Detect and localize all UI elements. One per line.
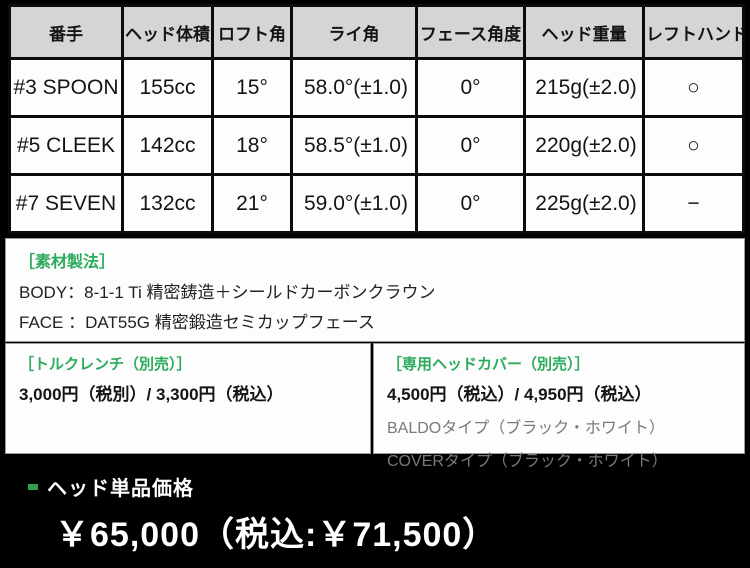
footer-label-row: ヘッド単品価格: [28, 472, 750, 501]
price-footer: ヘッド単品価格 ￥65,000（税込:￥71,500）: [0, 454, 750, 556]
header-lie-angle: ライ角: [290, 4, 418, 60]
header-head-volume: ヘッド体積: [121, 4, 214, 60]
cell-left-hand: −: [642, 173, 745, 234]
green-dash-icon: [28, 483, 38, 490]
header-loft-angle: ロフト角: [211, 4, 293, 60]
spec-row-5-cleek: #5 CLEEK 142cc 18° 58.5°(±1.0) 0° 220g(±…: [8, 115, 745, 176]
spec-row-7-seven: #7 SEVEN 132cc 21° 59.0°(±1.0) 0° 225g(±…: [8, 173, 745, 234]
cell-head-volume: 155cc: [121, 57, 214, 118]
material-face-line: FACE ：DAT55G 精密鍛造セミカップフェース: [19, 313, 375, 332]
material-method-box: ［素材製法］ BODY：8-1-1 Ti 精密鋳造＋シールドカーボンクラウン F…: [5, 238, 745, 342]
header-left-hand: レフトハンド: [642, 4, 745, 60]
cell-face-angle: 0°: [415, 173, 526, 234]
head-cover-option-cover: COVERタイプ（ブラック・ホワイト）: [387, 453, 668, 470]
header-club-number: 番手: [8, 4, 124, 60]
cell-head-weight: 215g(±2.0): [523, 57, 645, 118]
cell-club-number: #7 SEVEN: [8, 173, 124, 234]
cell-head-weight: 225g(±2.0): [523, 173, 645, 234]
cell-loft-angle: 21°: [211, 173, 293, 234]
material-body-line: BODY：8-1-1 Ti 精密鋳造＋シールドカーボンクラウン: [19, 283, 436, 302]
torque-wrench-price: 3,000円（税別）/ 3,300円（税込）: [19, 385, 284, 404]
head-cover-option-baldo: BALDOタイプ（ブラック・ホワイト）: [387, 420, 665, 437]
head-cover-box: ［専用ヘッドカバー（別売）］ 4,500円（税込）/ 4,950円（税込） BA…: [373, 343, 745, 470]
torque-wrench-label: ［トルクレンチ（別売）］: [19, 356, 192, 373]
header-face-angle: フェース角度: [415, 4, 526, 60]
cell-lie-angle: 58.5°(±1.0): [290, 115, 418, 176]
cell-face-angle: 0°: [415, 57, 526, 118]
header-head-weight: ヘッド重量: [523, 4, 645, 60]
head-unit-price-value: ￥65,000（税込:￥71,500）: [55, 516, 498, 554]
club-spec-table: 番手 ヘッド体積 ロフト角 ライ角 フェース角度 ヘッド重量 レフトハンド #3…: [8, 4, 745, 234]
cell-face-angle: 0°: [415, 115, 526, 176]
cell-club-number: #5 CLEEK: [8, 115, 124, 176]
spec-row-3-spoon: #3 SPOON 155cc 15° 58.0°(±1.0) 0° 215g(±…: [8, 57, 745, 118]
material-method-label: ［素材製法］: [19, 254, 116, 271]
cell-head-volume: 142cc: [121, 115, 214, 176]
cell-left-hand: ○: [642, 115, 745, 176]
cell-lie-angle: 58.0°(±1.0): [290, 57, 418, 118]
head-cover-price: 4,500円（税込）/ 4,950円（税込）: [387, 385, 652, 404]
accessories-row: ［トルクレンチ（別売）］ 3,000円（税別）/ 3,300円（税込） ［専用ヘ…: [5, 343, 745, 470]
torque-wrench-box: ［トルクレンチ（別売）］ 3,000円（税別）/ 3,300円（税込）: [5, 343, 371, 454]
head-unit-price-label: ヘッド単品価格: [47, 478, 194, 500]
cell-lie-angle: 59.0°(±1.0): [290, 173, 418, 234]
head-cover-label: ［専用ヘッドカバー（別売）］: [387, 356, 590, 373]
cell-loft-angle: 18°: [211, 115, 293, 176]
cell-head-weight: 220g(±2.0): [523, 115, 645, 176]
cell-left-hand: ○: [642, 57, 745, 118]
cell-club-number: #3 SPOON: [8, 57, 124, 118]
cell-head-volume: 132cc: [121, 173, 214, 234]
cell-loft-angle: 15°: [211, 57, 293, 118]
spec-header-row: 番手 ヘッド体積 ロフト角 ライ角 フェース角度 ヘッド重量 レフトハンド: [8, 4, 745, 60]
